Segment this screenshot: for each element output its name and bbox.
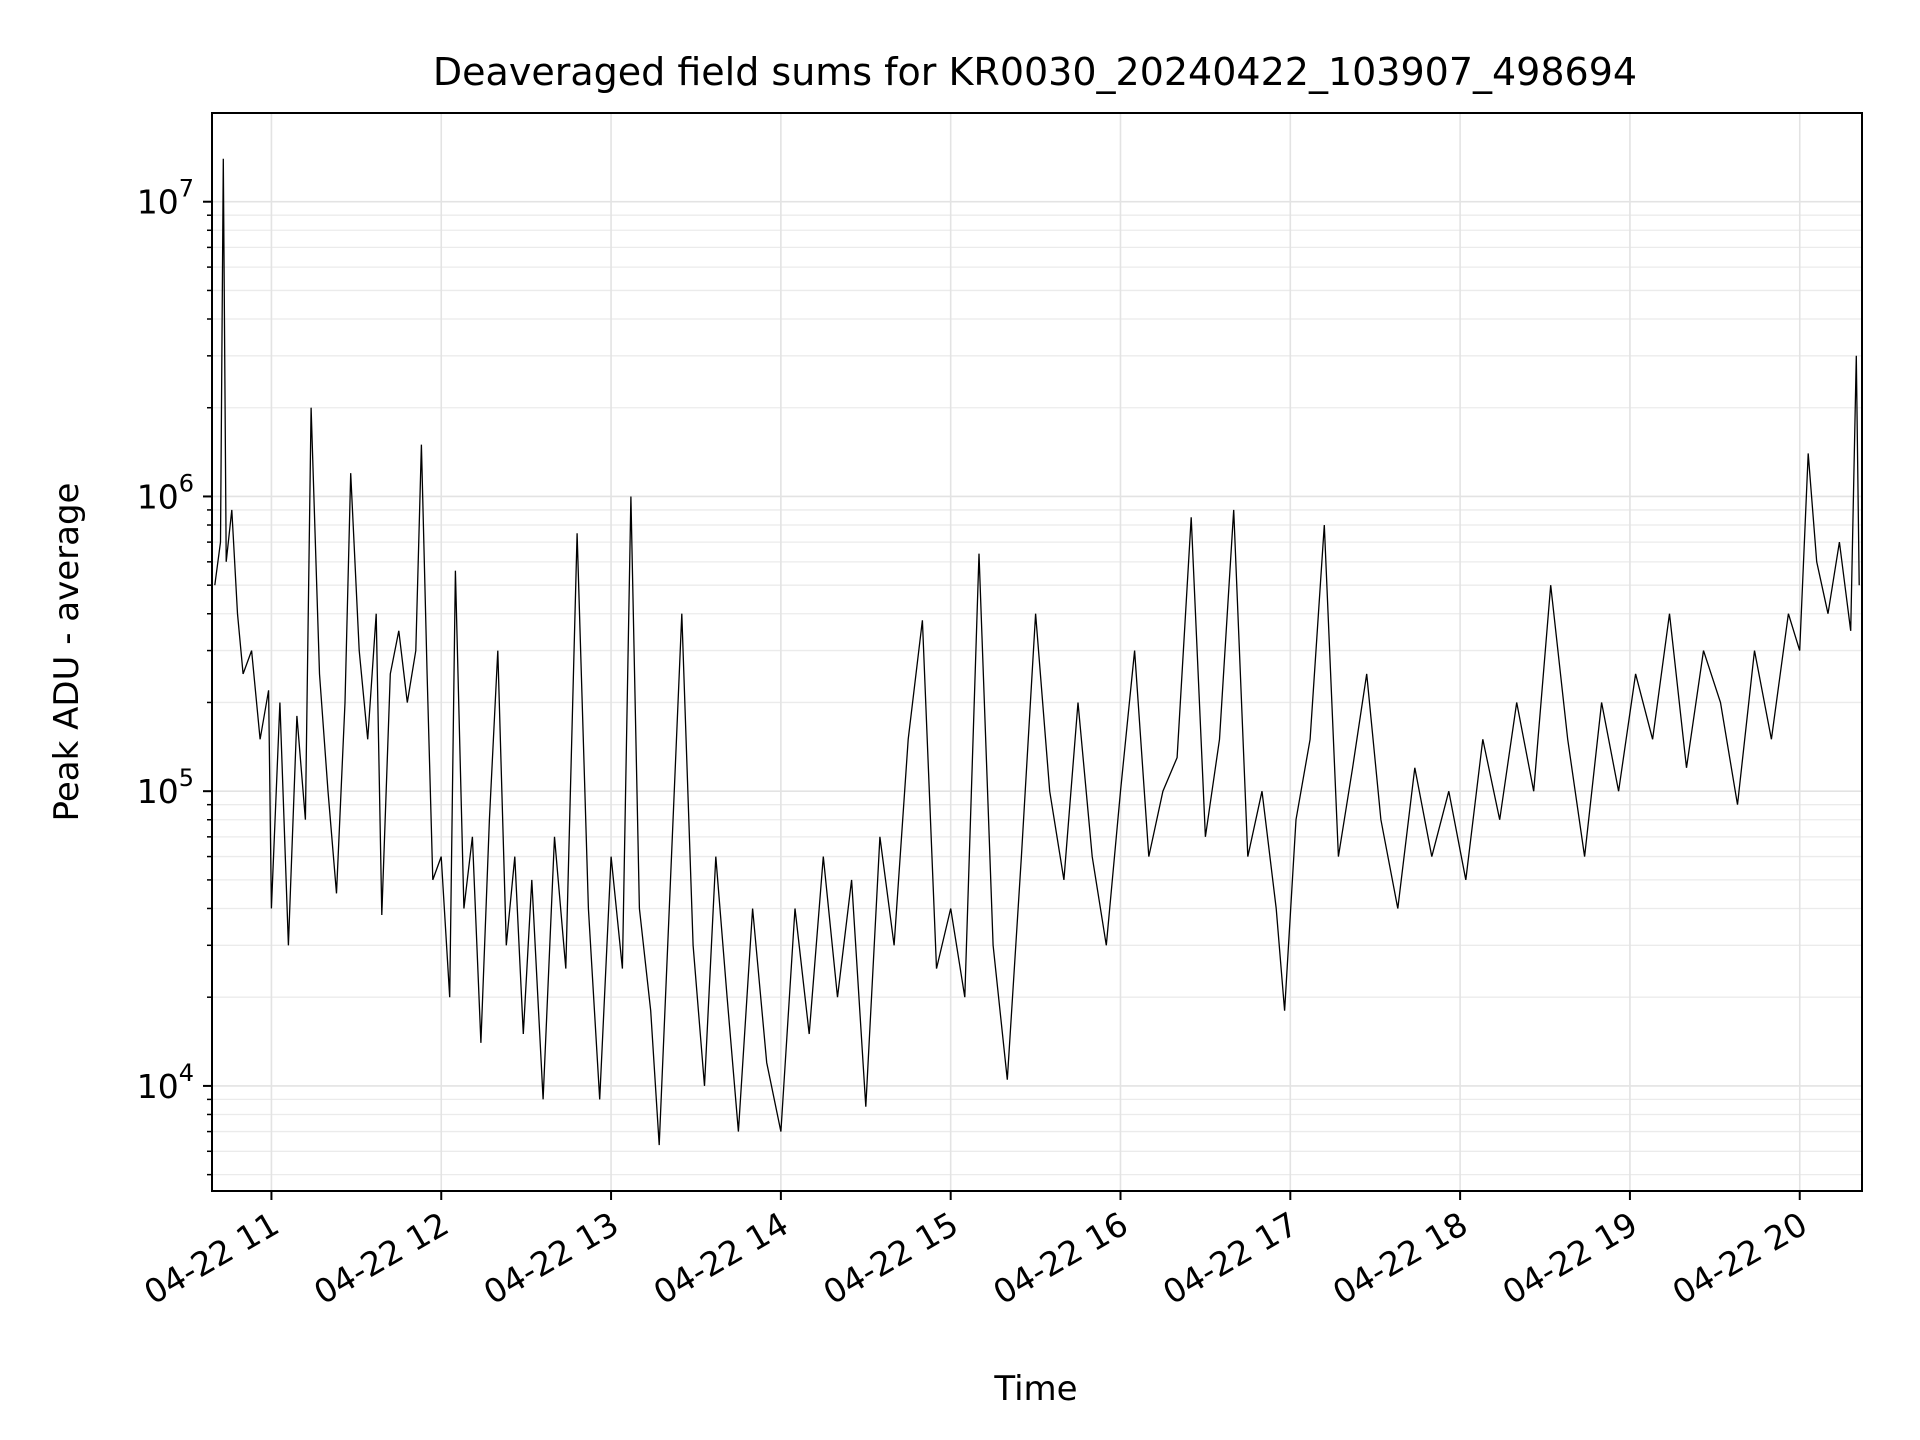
y-tick-label: 107 <box>137 175 194 222</box>
plot-frame <box>211 112 1863 1192</box>
y-axis-label: Peak ADU - average <box>47 483 87 822</box>
y-axis: 104 105 106 107 <box>137 175 212 1176</box>
y-tick-label: 106 <box>137 469 194 516</box>
series-line <box>214 158 1860 1146</box>
y-tick-label: 105 <box>137 764 194 811</box>
y-tick-label: 104 <box>137 1059 194 1106</box>
plot-area <box>214 158 1860 1146</box>
chart-title: Deaveraged field sums for KR0030_2024042… <box>433 50 1637 94</box>
x-axis-label: Time <box>993 1369 1077 1409</box>
